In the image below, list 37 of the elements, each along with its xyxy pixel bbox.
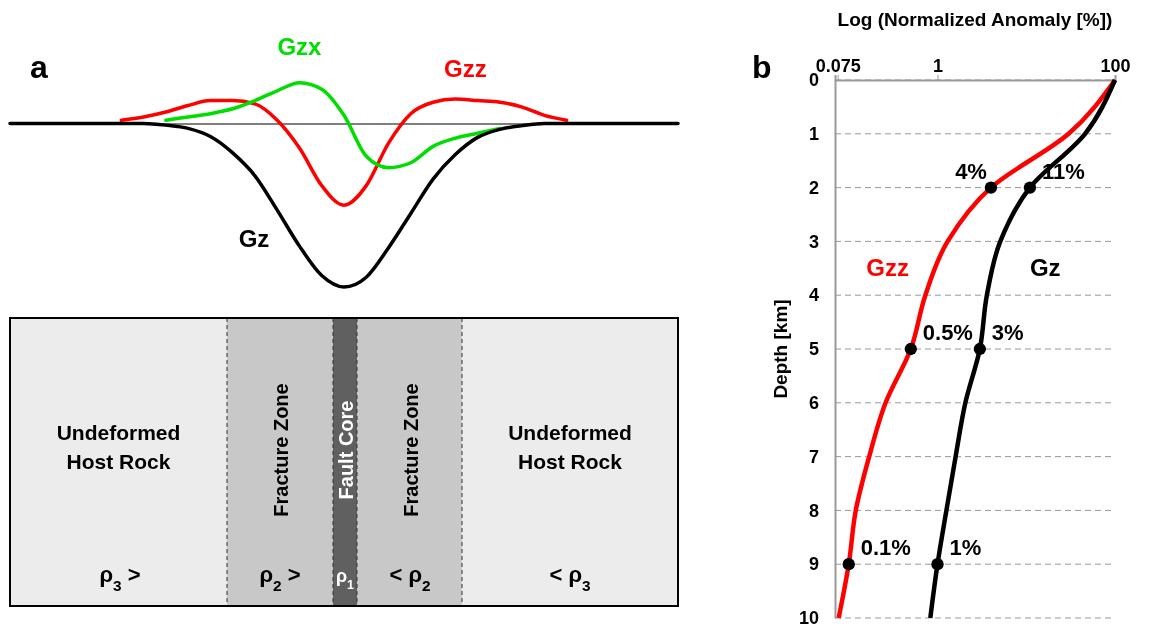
text: ρ$_{2}$ > (259, 562, 301, 594)
text: Fault Core (335, 400, 357, 500)
series-label: Gzz (866, 254, 909, 282)
y-tick-label: 9 (808, 554, 819, 575)
series-label: Gz (238, 225, 270, 252)
text: Fracture Zone (270, 383, 292, 517)
text: Undeformed Host Rock (508, 421, 632, 473)
series-label: Gz (1029, 254, 1061, 282)
text: Fracture Zone (399, 383, 422, 517)
data-label: 4% (955, 158, 987, 184)
data-label: 0.5% (922, 320, 973, 345)
text: ρ$_{1}$ (335, 566, 355, 592)
y-tick-label: 1 (808, 124, 819, 145)
text: < ρ$_{2}$ (389, 562, 431, 594)
text: ρ$_{3}$ > (99, 562, 141, 594)
series-label: Gzx (277, 32, 323, 60)
y-tick-label: 7 (808, 446, 819, 467)
y-tick-label: 6 (808, 393, 819, 414)
data-label: 0.1% (860, 535, 911, 561)
data-label: 3% (991, 320, 1024, 345)
chart-title: b (752, 49, 772, 85)
series-label: Gzz (444, 54, 487, 82)
y-axis-title: Depth [km] (770, 299, 791, 399)
x-tick-label: 1 (932, 56, 944, 76)
y-tick-label: 10 (798, 608, 819, 629)
y-tick-label: 3 (808, 231, 819, 252)
x-axis-title: Log (Normalized Anomaly [%]) (837, 9, 1113, 30)
text: < ρ$_{3}$ (549, 562, 591, 594)
y-tick-label: 5 (808, 339, 819, 360)
data-label: 1% (949, 535, 982, 561)
x-tick-label: 100 (1100, 56, 1131, 76)
y-tick-label: 0 (808, 70, 819, 91)
y-tick-label: 2 (808, 177, 819, 198)
chart-title: a (30, 49, 48, 85)
text: Undeformed Host Rock (56, 421, 181, 473)
y-tick-label: 4 (808, 285, 819, 306)
y-tick-label: 8 (808, 500, 819, 521)
